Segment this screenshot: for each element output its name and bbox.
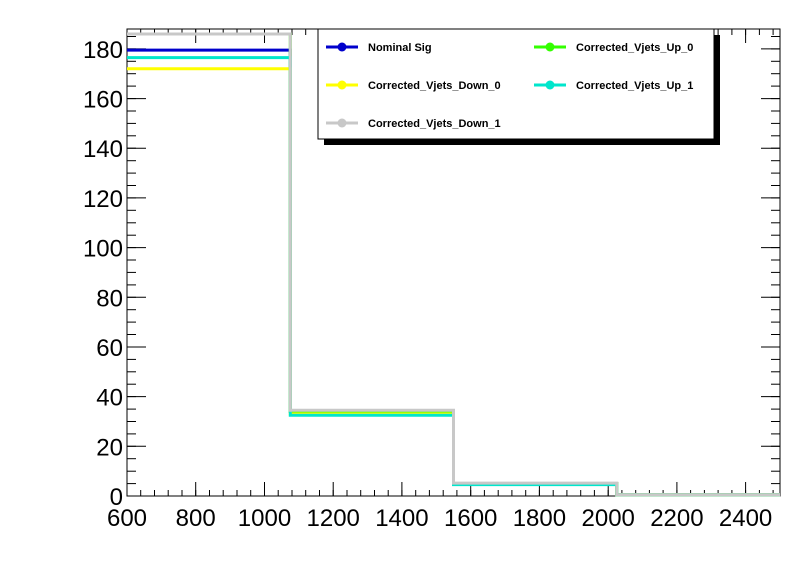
x-tick-label: 800: [176, 505, 216, 532]
legend-marker: [337, 118, 347, 128]
x-tick-labels: 600 800 1000 1200 1400 1600 1800 2000 2200 2400: [107, 505, 772, 532]
x-tick-label: 1000: [238, 505, 291, 532]
legend-marker: [337, 42, 347, 52]
legend: Nominal Sig Corrected_Vjets_Up_0 Corrected…: [317, 28, 720, 145]
legend-marker: [545, 42, 555, 52]
y-tick-label: 20: [96, 434, 123, 461]
y-tick-label: 40: [96, 385, 123, 412]
y-tick-label: 100: [83, 236, 123, 263]
legend-entries: Nominal Sig Corrected_Vjets_Up_0 Corrected…: [326, 42, 693, 130]
legend-label: Corrected_Vjets_Down_0: [368, 80, 501, 92]
legend-label: Corrected_Vjets_Down_1: [368, 118, 501, 130]
y-tick-label: 80: [96, 285, 123, 312]
x-tick-label: 600: [107, 505, 147, 532]
x-tick-label: 2400: [719, 505, 772, 532]
y-tick-label: 180: [83, 37, 123, 64]
series-layer: [127, 32, 780, 497]
x-tick-label: 1200: [307, 505, 360, 532]
y-tick-label: 0: [110, 484, 123, 511]
x-tick-label: 1800: [513, 505, 566, 532]
legend-box: [317, 28, 715, 140]
legend-label: Nominal Sig: [368, 42, 432, 54]
y-tick-label: 140: [83, 136, 123, 163]
x-tick-label: 2200: [650, 505, 703, 532]
y-tick-label: 60: [96, 335, 123, 362]
x-tick-label: 1600: [444, 505, 497, 532]
y-tick-label: 160: [83, 87, 123, 114]
y-tick-labels: 0 20 40 60 80 100 120 140 160 180: [83, 37, 123, 511]
x-tick-label: 1400: [375, 505, 428, 532]
legend-marker: [545, 80, 555, 90]
y-tick-label: 120: [83, 186, 123, 213]
series-line: [127, 32, 780, 497]
legend-marker: [337, 80, 347, 90]
legend-label: Corrected_Vjets_Up_0: [576, 42, 693, 54]
x-tick-label: 2000: [582, 505, 635, 532]
legend-label: Corrected_Vjets_Up_1: [576, 80, 693, 92]
